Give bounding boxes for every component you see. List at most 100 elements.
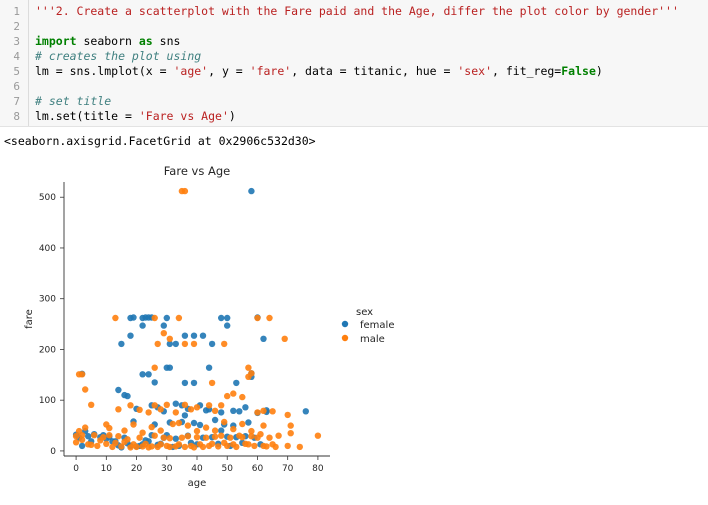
data-point-female (139, 322, 146, 329)
data-point-female (190, 379, 198, 387)
data-point-male (275, 432, 282, 439)
data-point-male (88, 441, 95, 448)
line-number: 2 (13, 20, 20, 33)
data-point-male (139, 429, 146, 436)
x-tick-label: 10 (101, 464, 113, 474)
string-literal: 'sex' (457, 64, 492, 78)
data-point-male (199, 443, 207, 451)
code-text: , y = (208, 64, 250, 78)
data-point-female (248, 187, 255, 195)
data-point-male (205, 402, 213, 409)
data-point-male (287, 430, 294, 437)
data-point-male (245, 373, 252, 380)
data-point-female (205, 364, 213, 371)
data-point-female (160, 322, 167, 329)
data-point-male (224, 442, 231, 450)
data-point-male (151, 402, 158, 409)
data-point-male (202, 424, 210, 431)
legend-marker-female (341, 320, 349, 328)
data-point-male (296, 443, 303, 451)
data-point-male (269, 408, 276, 415)
code-comment: # set title (35, 94, 112, 108)
cell-output-text: <seaborn.axisgrid.FacetGrid at 0x2906c53… (4, 134, 316, 148)
data-point-female (181, 332, 189, 339)
code-line-5[interactable]: lm = sns.lmplot(x = 'age', y = 'fare', d… (35, 64, 708, 79)
data-point-male (148, 443, 155, 450)
data-point-male (78, 436, 86, 443)
data-point-female (181, 379, 189, 387)
data-point-male (151, 364, 158, 371)
x-tick-label: 40 (191, 464, 203, 474)
data-point-male (145, 409, 152, 416)
data-point-male (281, 335, 288, 342)
data-point-male (178, 434, 186, 441)
line-number: 7 (13, 95, 20, 108)
gutter-divider (28, 0, 29, 126)
data-point-male (72, 439, 80, 446)
x-tick-label: 60 (252, 464, 264, 474)
data-point-male (169, 420, 176, 428)
data-point-female (166, 340, 173, 348)
data-point-male (72, 433, 80, 440)
data-point-female (127, 314, 134, 322)
legend-title: sex (356, 307, 373, 318)
code-line-6[interactable] (35, 79, 708, 94)
data-point-male (175, 314, 183, 322)
data-point-male (266, 434, 273, 441)
chart-title: Fare vs Age (164, 164, 231, 178)
data-point-male (136, 406, 143, 413)
data-point-male (254, 314, 261, 322)
data-point-female (166, 364, 173, 371)
x-tick-label: 0 (73, 464, 79, 474)
code-line-4[interactable]: # creates the plot using (35, 49, 708, 64)
data-point-male (187, 406, 195, 413)
code-line-7[interactable]: # set title (35, 94, 708, 109)
x-tick-label: 70 (282, 464, 294, 474)
code-line-2[interactable] (35, 19, 708, 34)
y-tick-label: 200 (39, 345, 56, 355)
data-point-male (202, 434, 210, 441)
data-point-male (133, 443, 140, 451)
data-point-male (245, 441, 252, 448)
legend-label-female: female (360, 320, 394, 331)
code-editor[interactable]: '''2. Create a scatterplot with the Fare… (35, 4, 708, 124)
code-text: lm = sns.lmplot(x = (35, 64, 174, 78)
data-point-male (284, 411, 291, 419)
y-tick-label: 400 (39, 244, 56, 254)
data-point-male (112, 314, 119, 322)
code-line-3[interactable]: import seaborn as sns (35, 34, 708, 49)
code-text: lm.set(title = (35, 109, 139, 123)
legend-label-male: male (360, 334, 385, 345)
data-point-female (121, 391, 128, 399)
data-point-male (163, 401, 170, 408)
x-axis-label: age (188, 478, 207, 489)
data-point-male (166, 335, 173, 342)
data-point-female (181, 412, 189, 419)
data-point-male (260, 407, 267, 414)
x-tick-label: 30 (161, 464, 173, 474)
data-point-male (266, 314, 273, 322)
data-point-female (208, 340, 216, 348)
data-point-male (124, 436, 131, 443)
line-number: 1 (13, 5, 20, 18)
data-point-female (163, 314, 170, 322)
data-point-male (82, 424, 89, 431)
data-point-male (227, 434, 234, 441)
data-point-male (224, 392, 231, 400)
data-point-male (78, 371, 86, 378)
data-point-male (88, 401, 95, 408)
code-line-8[interactable]: lm.set(title = 'Fare vs Age') (35, 109, 708, 124)
data-point-male (160, 434, 167, 441)
data-point-female (218, 409, 225, 416)
data-point-male (254, 409, 261, 416)
data-point-male (190, 444, 198, 451)
code-cell[interactable]: 1 2 3 4 5 6 7 8 '''2. Create a scatterpl… (0, 0, 708, 127)
code-text: , fit_reg= (492, 64, 562, 78)
module-name: seaborn (76, 34, 139, 48)
data-point-male (208, 379, 216, 387)
data-point-female (233, 379, 240, 387)
data-point-male (257, 431, 264, 438)
code-line-1[interactable]: '''2. Create a scatterplot with the Fare… (35, 4, 708, 19)
y-tick-label: 100 (39, 396, 56, 406)
docstring: '''2. Create a scatterplot with the Fare… (35, 4, 679, 18)
